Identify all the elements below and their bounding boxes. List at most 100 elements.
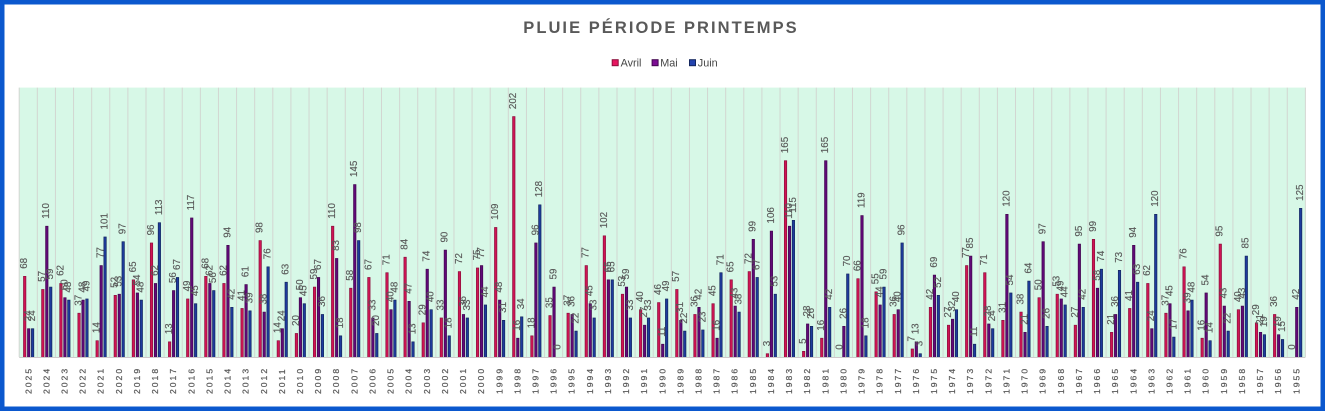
svg-text:31: 31 [498, 302, 509, 313]
svg-text:13: 13 [407, 323, 418, 334]
svg-text:90: 90 [440, 231, 451, 242]
svg-text:73: 73 [1114, 251, 1125, 262]
svg-text:1960: 1960 [1201, 367, 1211, 394]
svg-text:59: 59 [45, 269, 56, 280]
svg-text:74: 74 [1096, 250, 1107, 261]
svg-text:42: 42 [925, 289, 936, 300]
svg-text:94: 94 [222, 226, 233, 237]
svg-text:77: 77 [96, 247, 107, 258]
svg-text:62: 62 [1142, 265, 1153, 276]
svg-text:1957: 1957 [1255, 367, 1265, 394]
svg-text:52: 52 [933, 277, 944, 288]
svg-text:44: 44 [1060, 286, 1071, 297]
svg-text:115: 115 [788, 197, 799, 213]
svg-text:1988: 1988 [694, 367, 704, 394]
svg-text:58: 58 [345, 269, 356, 280]
svg-text:1995: 1995 [567, 367, 577, 394]
svg-text:48: 48 [136, 281, 147, 292]
svg-text:42: 42 [824, 289, 835, 300]
svg-text:2017: 2017 [168, 367, 178, 394]
svg-text:68: 68 [200, 257, 211, 268]
svg-text:16: 16 [512, 319, 523, 330]
svg-text:2012: 2012 [259, 367, 269, 394]
svg-text:27: 27 [943, 307, 954, 318]
svg-text:106: 106 [766, 207, 777, 224]
svg-text:36: 36 [317, 295, 328, 306]
svg-text:1976: 1976 [911, 367, 921, 394]
svg-text:1967: 1967 [1074, 367, 1084, 394]
svg-text:95: 95 [1074, 225, 1085, 236]
svg-text:85: 85 [1241, 237, 1252, 248]
svg-text:37: 37 [563, 295, 574, 306]
svg-text:0: 0 [1287, 344, 1298, 350]
svg-text:1964: 1964 [1128, 367, 1138, 394]
svg-text:65: 65 [128, 261, 139, 272]
svg-text:19: 19 [1273, 316, 1284, 327]
svg-text:2025: 2025 [23, 367, 33, 394]
svg-text:33: 33 [462, 299, 473, 310]
svg-text:53: 53 [770, 275, 781, 286]
svg-text:42: 42 [1078, 289, 1089, 300]
svg-text:102: 102 [599, 212, 610, 228]
svg-text:59: 59 [548, 269, 559, 280]
svg-text:2019: 2019 [132, 367, 142, 394]
svg-text:1959: 1959 [1219, 367, 1229, 394]
svg-text:67: 67 [172, 259, 183, 270]
svg-text:40: 40 [893, 291, 904, 302]
svg-text:Juin: Juin [698, 57, 718, 69]
svg-text:50: 50 [59, 279, 70, 290]
svg-text:2003: 2003 [422, 367, 432, 394]
svg-text:62: 62 [150, 265, 161, 276]
svg-text:41: 41 [1124, 290, 1135, 301]
svg-text:40: 40 [635, 291, 646, 302]
svg-text:1958: 1958 [1237, 367, 1247, 394]
svg-text:55: 55 [871, 273, 882, 284]
svg-text:54: 54 [1005, 274, 1016, 285]
svg-text:49: 49 [1056, 281, 1067, 292]
svg-text:13: 13 [164, 323, 175, 334]
svg-text:1994: 1994 [585, 367, 595, 394]
svg-text:1981: 1981 [820, 367, 830, 394]
svg-text:1973: 1973 [965, 367, 975, 394]
svg-text:Mai: Mai [660, 57, 677, 69]
svg-text:31: 31 [997, 302, 1008, 313]
svg-text:5: 5 [798, 338, 809, 344]
svg-text:56: 56 [168, 272, 179, 283]
svg-text:75: 75 [472, 249, 483, 260]
svg-text:1968: 1968 [1056, 367, 1066, 394]
svg-text:145: 145 [349, 160, 360, 177]
svg-text:62: 62 [204, 265, 215, 276]
svg-text:52: 52 [110, 277, 121, 288]
svg-text:1990: 1990 [657, 367, 667, 394]
svg-text:165: 165 [820, 136, 831, 153]
svg-text:18: 18 [526, 317, 537, 328]
svg-text:27: 27 [1070, 307, 1081, 318]
svg-text:0: 0 [552, 344, 563, 350]
svg-text:33: 33 [589, 299, 600, 310]
svg-text:45: 45 [190, 285, 201, 296]
svg-text:85: 85 [965, 237, 976, 248]
svg-text:69: 69 [929, 257, 940, 268]
svg-text:95: 95 [1215, 225, 1226, 236]
svg-text:99: 99 [1088, 221, 1099, 232]
svg-text:1998: 1998 [512, 367, 522, 394]
svg-text:65: 65 [603, 261, 614, 272]
svg-text:1986: 1986 [730, 367, 740, 394]
svg-text:26: 26 [838, 307, 849, 318]
svg-text:38: 38 [259, 293, 270, 304]
svg-text:1987: 1987 [712, 367, 722, 394]
svg-text:120: 120 [1001, 190, 1012, 207]
svg-text:32: 32 [947, 301, 958, 312]
svg-text:2023: 2023 [59, 367, 69, 394]
svg-text:2016: 2016 [186, 367, 196, 394]
svg-text:96: 96 [897, 224, 908, 235]
svg-text:2006: 2006 [367, 367, 377, 394]
svg-text:22: 22 [1223, 313, 1234, 324]
svg-text:120: 120 [1150, 190, 1161, 207]
svg-text:54: 54 [1201, 274, 1212, 285]
svg-text:36: 36 [689, 295, 700, 306]
svg-text:1966: 1966 [1092, 367, 1102, 394]
svg-text:21: 21 [1106, 314, 1117, 325]
svg-text:48: 48 [1186, 281, 1197, 292]
svg-text:50: 50 [1034, 279, 1045, 290]
